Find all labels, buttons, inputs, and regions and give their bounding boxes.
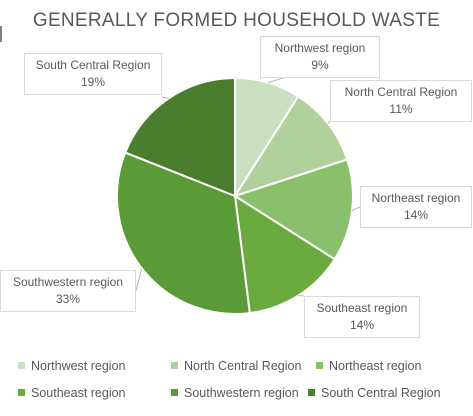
data-label-name: Southwestern region — [12, 275, 124, 289]
legend-item-north-central: North Central Region — [171, 357, 301, 375]
legend-item-south-central: South Central Region — [308, 384, 441, 402]
data-label-value: 19% — [80, 75, 106, 89]
data-label-name: Southeast region — [316, 301, 408, 315]
data-label-south-central: South Central Region 19% — [24, 53, 162, 95]
data-label-name: Northwest region — [274, 41, 366, 55]
legend-swatch — [171, 362, 178, 369]
data-label-value: 33% — [55, 292, 81, 306]
leader-line-northwest — [267, 77, 284, 84]
data-label-northwest: Northwest region 9% — [260, 36, 380, 78]
legend-item-southeast: Southeast region — [18, 384, 126, 402]
leader-line-southwestern — [135, 268, 143, 292]
data-label-value: 9% — [311, 58, 329, 72]
legend-swatch — [171, 389, 178, 396]
legend-label: North Central Region — [184, 359, 302, 373]
data-label-value: 11% — [389, 102, 413, 116]
legend-label: Southeast region — [31, 386, 126, 400]
data-label-southeast: Southeast region 14% — [304, 296, 420, 338]
legend-item-northeast: Northeast region — [316, 357, 421, 375]
legend-item-northwest: Northwest region — [18, 357, 126, 375]
legend-item-southwestern: Southwestern region — [171, 384, 299, 402]
legend-label: Northeast region — [329, 359, 422, 373]
leader-line-northeast — [351, 206, 361, 212]
data-label-name: North Central Region — [344, 85, 458, 99]
data-label-north-central: North Central Region 11% — [330, 80, 472, 122]
legend-label: Northwest region — [31, 359, 126, 373]
legend-label: South Central Region — [321, 386, 441, 400]
legend-swatch — [308, 389, 315, 396]
chart-title: GENERALLY FORMED HOUSEHOLD WASTE — [32, 10, 441, 31]
data-label-value: 14% — [403, 208, 429, 222]
legend-swatch — [316, 362, 323, 369]
legend-swatch — [18, 362, 25, 369]
data-label-southwestern: Southwestern region 33% — [0, 270, 136, 312]
data-label-name: South Central Region — [35, 58, 151, 72]
leader-line-south-central — [161, 96, 169, 99]
legend-label: Southwestern region — [184, 386, 299, 400]
legend-swatch — [18, 389, 25, 396]
data-label-northeast: Northeast region 14% — [360, 186, 472, 228]
edge-marker — [0, 26, 2, 42]
data-label-value: 14% — [349, 318, 375, 332]
data-label-name: Northeast region — [371, 191, 461, 205]
